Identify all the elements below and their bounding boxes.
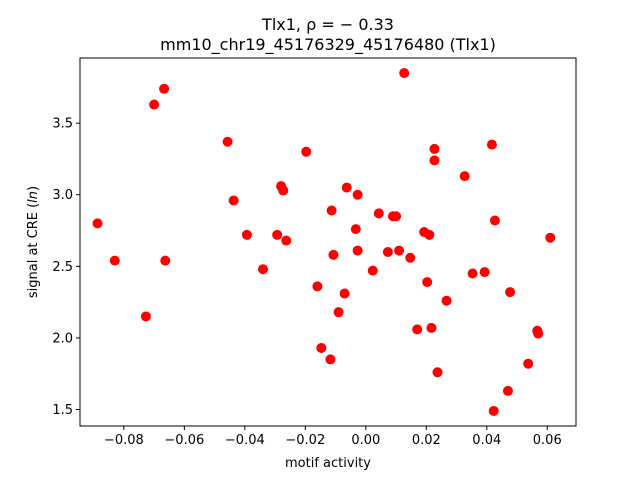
data-point-33 <box>405 252 416 263</box>
y-tick-label: 1.5 <box>52 403 73 418</box>
data-point-45 <box>479 267 490 278</box>
data-point-43 <box>459 171 470 182</box>
data-point-2 <box>140 311 151 322</box>
data-point-23 <box>350 224 361 235</box>
data-point-31 <box>394 245 405 256</box>
data-point-27 <box>373 208 384 219</box>
chart-title-line1: Tlx1, ρ = − 0.33 <box>261 15 394 34</box>
data-point-26 <box>367 265 378 276</box>
data-point-1 <box>109 255 120 266</box>
data-point-8 <box>241 229 252 240</box>
data-point-49 <box>502 385 513 396</box>
x-tick-label: −0.08 <box>104 433 144 448</box>
data-point-32 <box>399 68 410 79</box>
x-tick-label: −0.02 <box>285 433 325 448</box>
x-tick-label: 0.00 <box>351 433 380 448</box>
chart-title-line2: mm10_chr19_45176329_45176480 (Tlx1) <box>160 35 496 55</box>
x-tick-label: −0.04 <box>225 433 265 448</box>
data-point-53 <box>533 328 544 339</box>
data-point-34 <box>412 324 423 335</box>
y-axis-label: signal at CRE (ln) <box>26 186 41 298</box>
data-point-5 <box>160 255 171 266</box>
data-point-7 <box>228 195 239 206</box>
data-point-48 <box>489 215 500 226</box>
x-axis-ticks: −0.08 −0.06 −0.04 −0.02 0.00 0.02 0.04 0.06 <box>104 426 562 448</box>
y-tick-label: 3.0 <box>52 188 73 203</box>
x-tick-label: 0.06 <box>533 433 562 448</box>
data-point-41 <box>432 367 443 378</box>
data-point-40 <box>429 155 440 166</box>
y-axis-ticks: 1.5 2.0 2.5 3.0 3.5 <box>52 117 80 418</box>
y-tick-label: 3.5 <box>52 117 73 132</box>
data-point-12 <box>278 185 289 196</box>
data-point-50 <box>505 287 516 298</box>
data-point-16 <box>316 342 327 353</box>
data-point-10 <box>272 229 283 240</box>
data-point-0 <box>92 218 103 229</box>
data-point-42 <box>441 295 452 306</box>
data-point-30 <box>391 211 402 222</box>
data-point-54 <box>545 232 556 243</box>
data-point-37 <box>424 229 435 240</box>
data-point-6 <box>222 136 233 147</box>
data-point-51 <box>523 358 534 369</box>
data-point-47 <box>488 405 499 416</box>
data-point-24 <box>352 245 363 256</box>
data-point-19 <box>328 249 339 260</box>
data-points <box>92 68 556 416</box>
data-point-18 <box>326 205 337 216</box>
data-point-14 <box>301 146 312 157</box>
y-tick-label: 2.0 <box>52 331 73 346</box>
data-point-20 <box>333 307 344 318</box>
data-point-36 <box>422 277 433 288</box>
data-point-4 <box>159 83 170 94</box>
x-axis-label: motif activity <box>285 456 371 471</box>
data-point-17 <box>325 354 336 365</box>
data-point-3 <box>149 99 160 110</box>
data-point-28 <box>382 247 393 258</box>
data-point-46 <box>486 139 497 150</box>
data-point-21 <box>339 288 350 299</box>
plot-area-frame <box>79 57 577 427</box>
data-point-22 <box>341 182 352 193</box>
data-point-25 <box>352 189 363 200</box>
data-point-39 <box>429 143 440 154</box>
data-point-13 <box>281 235 292 246</box>
x-tick-label: 0.02 <box>412 433 441 448</box>
y-tick-label: 2.5 <box>52 260 73 275</box>
data-point-38 <box>426 322 437 333</box>
x-tick-label: −0.06 <box>164 433 204 448</box>
data-point-9 <box>257 264 268 275</box>
data-point-44 <box>467 268 478 279</box>
x-tick-label: 0.04 <box>472 433 501 448</box>
data-point-15 <box>312 281 323 292</box>
